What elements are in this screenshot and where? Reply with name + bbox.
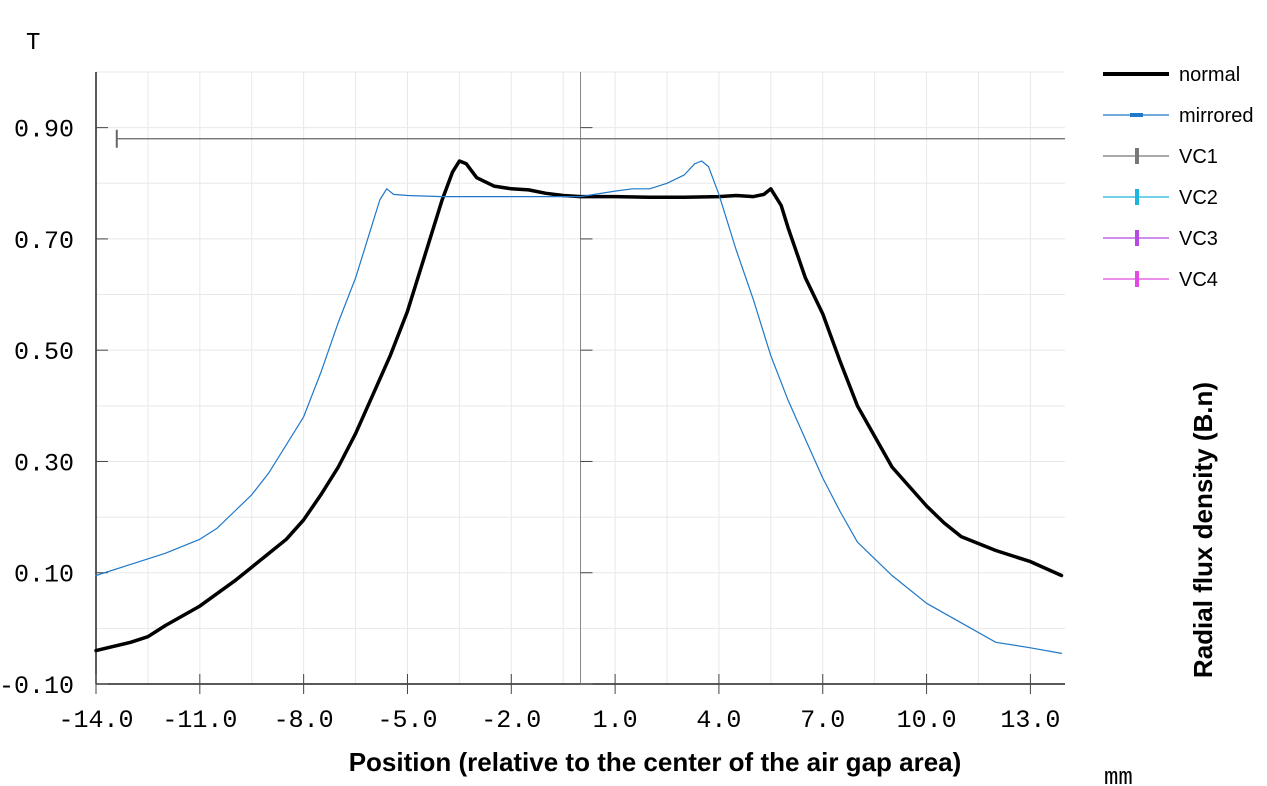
cursor[interactable]: [115, 129, 1065, 148]
legend-marker: [1135, 230, 1139, 246]
legend-label: VC1: [1179, 146, 1218, 168]
x-tick-label: -14.0: [58, 706, 133, 735]
legend-label: VC2: [1179, 187, 1218, 209]
y-tick-label: 0.90: [14, 116, 74, 145]
legend-marker: [1135, 148, 1139, 164]
x-tick-label: -8.0: [274, 706, 334, 735]
axes: [95, 72, 1065, 694]
legend-item-VC1[interactable]: VC1: [1103, 146, 1218, 168]
y-tick-label: 0.30: [14, 449, 74, 478]
legend-label: normal: [1179, 64, 1240, 86]
y-tick-label: 0.70: [14, 227, 74, 256]
y-tick-label: 0.50: [14, 338, 74, 367]
series-line-mirrored: [95, 160, 1063, 654]
legend-item-VC4[interactable]: VC4: [1103, 269, 1218, 291]
series-group: [94, 159, 1064, 654]
x-tick-label: 1.0: [593, 706, 638, 735]
x-tick-label: 10.0: [897, 706, 957, 735]
legend-item-normal[interactable]: normal: [1103, 64, 1240, 86]
y-tick-label: -0.10: [0, 672, 74, 701]
y-axis-title: Radial flux density (B.n): [1188, 382, 1218, 678]
series-line-normal: [94, 159, 1064, 653]
x-tick-label: 4.0: [696, 706, 741, 735]
x-tick-label: -5.0: [377, 706, 437, 735]
y-unit-label: T: [26, 30, 40, 57]
legend-label: VC4: [1179, 269, 1218, 291]
x-axis-title: Position (relative to the center of the …: [349, 747, 962, 777]
legend-item-mirrored[interactable]: mirrored: [1103, 105, 1253, 127]
x-tick-label: 7.0: [800, 706, 845, 735]
x-unit-label: mm: [1104, 765, 1133, 786]
legend-label: VC3: [1179, 228, 1218, 250]
x-tick-label: -2.0: [481, 706, 541, 735]
tick-labels: -0.10 0.10 0.30 0.50 0.70 0.90 -14.0 -11.0 -8.0 -…: [0, 116, 1060, 735]
legend: normal mirrored VC1 VC2 VC3 VC4: [1103, 64, 1253, 291]
x-tick-label: -11.0: [162, 706, 237, 735]
legend-item-VC2[interactable]: VC2: [1103, 187, 1218, 209]
legend-marker: [1135, 189, 1139, 205]
legend-marker: [1135, 271, 1139, 287]
legend-item-VC3[interactable]: VC3: [1103, 228, 1218, 250]
x-tick-label: 13.0: [1000, 706, 1060, 735]
legend-label: mirrored: [1179, 105, 1253, 127]
y-tick-label: 0.10: [14, 561, 74, 590]
